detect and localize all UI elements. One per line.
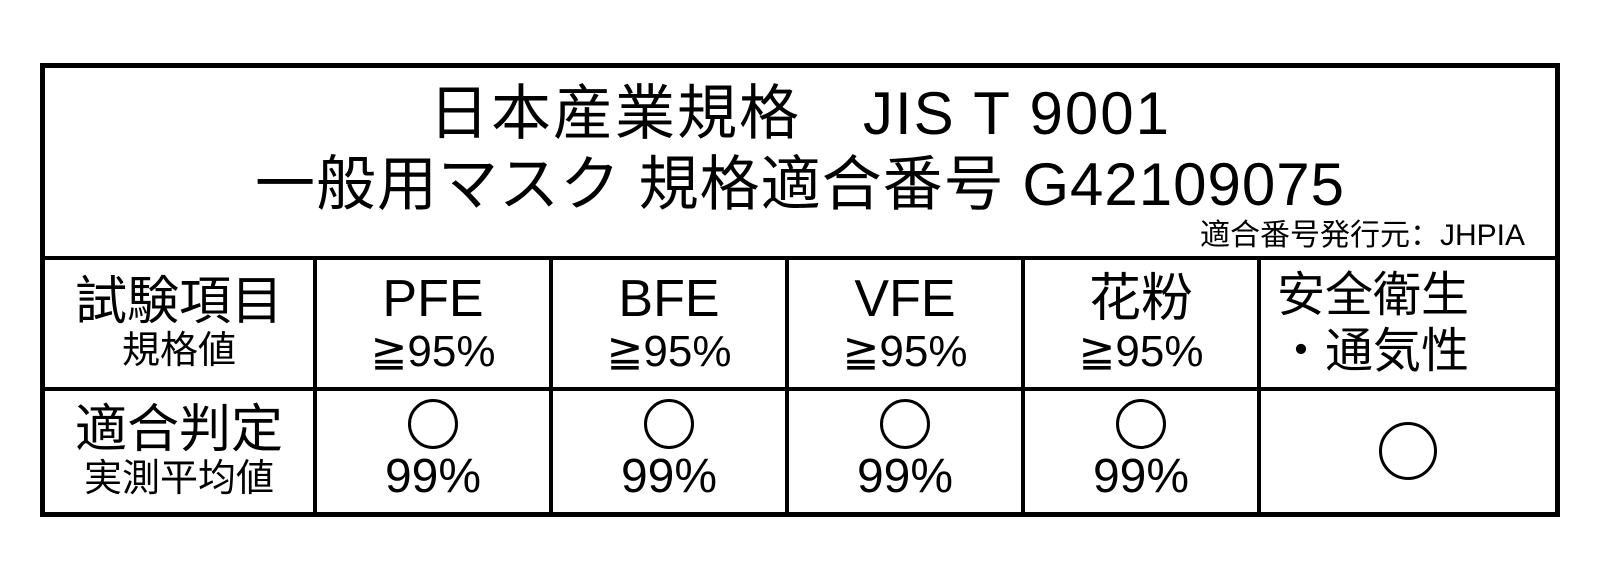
col-vfe-spec: VFE ≧95% xyxy=(785,260,1021,386)
label-measured: 実測平均値 xyxy=(84,459,274,501)
header-line2: 一般用マスク 規格適合番号 G42109075 xyxy=(65,150,1535,219)
issuer-note: 適合番号発行元：JHPIA xyxy=(65,219,1535,252)
col-vfe-result: 99% xyxy=(785,387,1021,512)
safety-line1: 安全衛生 xyxy=(1277,268,1551,323)
col-spec: ≧95% xyxy=(1079,328,1204,376)
col-name: 花粉 xyxy=(1089,271,1193,328)
measured-value: 99% xyxy=(857,451,953,504)
label-conformity: 適合判定 xyxy=(75,402,283,459)
label-test-items: 試験項目 xyxy=(75,274,283,331)
measured-value: 99% xyxy=(621,451,717,504)
pass-circle-icon xyxy=(644,399,694,449)
col-spec: ≧95% xyxy=(371,328,496,376)
col-pollen-spec: 花粉 ≧95% xyxy=(1021,260,1257,386)
row-result: 適合判定 実測平均値 99% 99% 99% xyxy=(45,387,1555,512)
col-pfe-result: 99% xyxy=(313,387,549,512)
header-line1: 日本産業規格 JIS T 9001 xyxy=(65,78,1535,150)
row-header-result: 適合判定 実測平均値 xyxy=(45,387,313,512)
pass-circle-icon xyxy=(1379,422,1437,480)
safety-label: 安全衛生 ・通気性 xyxy=(1265,268,1551,378)
col-pfe-spec: PFE ≧95% xyxy=(313,260,549,386)
col-name: BFE xyxy=(618,271,719,328)
header: 日本産業規格 JIS T 9001 一般用マスク 規格適合番号 G4210907… xyxy=(45,68,1555,260)
safety-line2: ・通気性 xyxy=(1277,324,1551,379)
measured-value: 99% xyxy=(385,451,481,504)
row-header-spec: 試験項目 規格値 xyxy=(45,260,313,386)
col-spec: ≧95% xyxy=(843,328,968,376)
pass-circle-icon xyxy=(408,399,458,449)
jis-compliance-table: 日本産業規格 JIS T 9001 一般用マスク 規格適合番号 G4210907… xyxy=(40,63,1560,516)
col-safety-spec: 安全衛生 ・通気性 xyxy=(1257,260,1555,386)
pass-circle-icon xyxy=(1116,399,1166,449)
col-spec: ≧95% xyxy=(607,328,732,376)
col-name: VFE xyxy=(854,271,955,328)
pass-circle-icon xyxy=(880,399,930,449)
col-name: PFE xyxy=(382,271,483,328)
data-table: 試験項目 規格値 PFE ≧95% BFE ≧95% VFE ≧95% 花粉 ≧… xyxy=(45,260,1555,511)
col-bfe-result: 99% xyxy=(549,387,785,512)
measured-value: 99% xyxy=(1093,451,1189,504)
label-spec-value: 規格値 xyxy=(122,331,236,373)
col-safety-result xyxy=(1257,387,1555,512)
col-pollen-result: 99% xyxy=(1021,387,1257,512)
col-bfe-spec: BFE ≧95% xyxy=(549,260,785,386)
row-spec: 試験項目 規格値 PFE ≧95% BFE ≧95% VFE ≧95% 花粉 ≧… xyxy=(45,260,1555,386)
